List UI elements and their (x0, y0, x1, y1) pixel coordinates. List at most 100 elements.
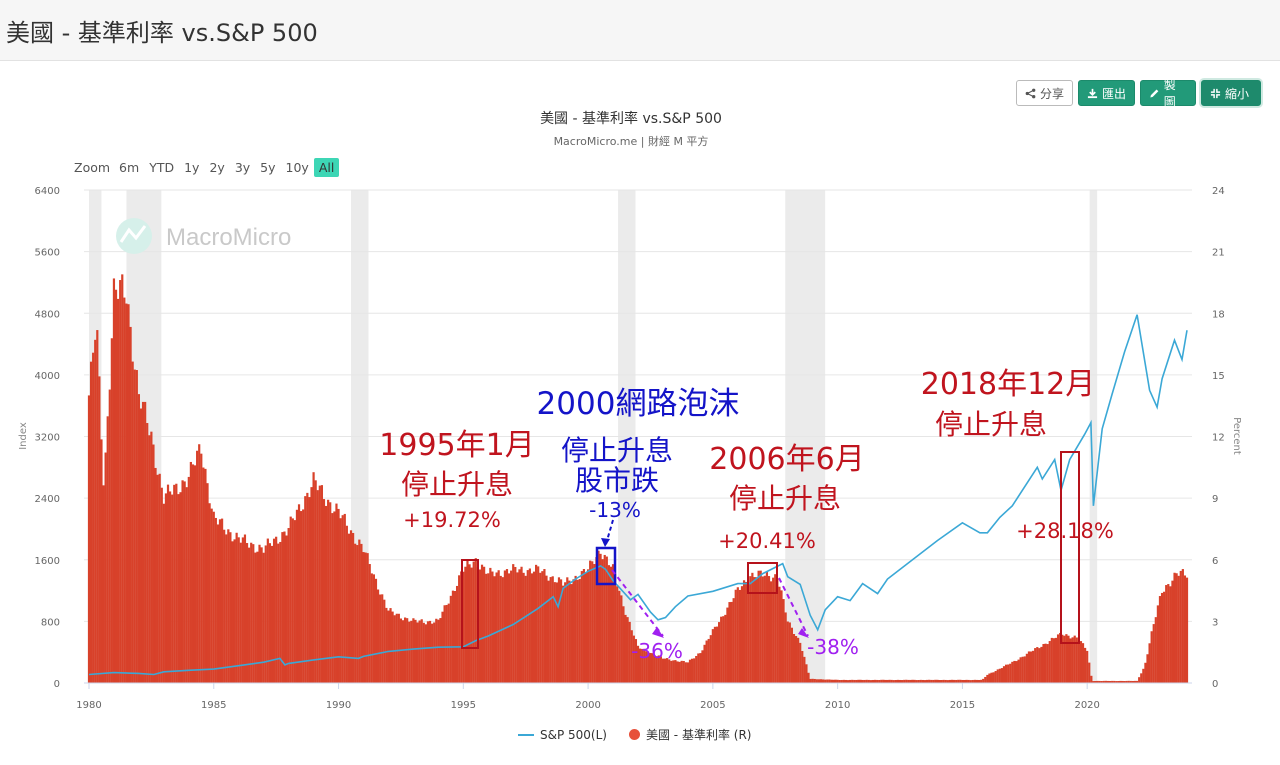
rate-bar (705, 640, 708, 683)
rate-bar (146, 423, 149, 683)
rate-bar (1036, 647, 1039, 683)
rate-bar (624, 614, 627, 683)
rate-bar (131, 361, 134, 683)
rate-bar (1183, 575, 1187, 683)
annotation-2006-date: 2006年6月 (709, 442, 864, 477)
rate-bar (1169, 586, 1172, 683)
annotation-box-2018 (1060, 451, 1080, 644)
share-button[interactable]: 分享 (1016, 80, 1073, 106)
rate-bar (597, 550, 600, 683)
shrink-button[interactable]: 縮小 (1201, 80, 1261, 106)
rate-bar (1032, 650, 1035, 683)
right-axis-title: Percent (1231, 417, 1242, 455)
rate-bar (863, 679, 866, 683)
rate-bar (745, 581, 748, 683)
rate-bar (948, 679, 952, 683)
rate-bar (316, 490, 319, 683)
rate-bar (626, 617, 629, 683)
rate-bar (449, 595, 452, 683)
zoom-ytd-button[interactable]: YTD (149, 160, 175, 175)
rate-bar (231, 541, 234, 683)
rate-bar (618, 590, 621, 683)
zoom-5y-button[interactable]: 5y (260, 160, 276, 175)
rate-bar (905, 679, 908, 683)
rate-bar (293, 520, 296, 683)
rate-bar (715, 626, 719, 683)
left-axis-title: Index (18, 422, 29, 450)
share-icon (1025, 88, 1036, 98)
rate-bar (591, 561, 594, 683)
rate-bar (510, 570, 513, 683)
export-button[interactable]: 匯出 (1078, 80, 1135, 106)
rate-bar (277, 543, 280, 683)
rate-bar (815, 679, 818, 683)
rate-bar (1117, 681, 1120, 683)
zoom-10y-button[interactable]: 10y (285, 160, 309, 175)
zoom-1y-button[interactable]: 1y (184, 160, 200, 175)
rate-bar (437, 619, 440, 683)
rate-bar (387, 610, 390, 683)
legend-sp500[interactable]: S&P 500(L) (518, 728, 607, 742)
rate-bar (963, 679, 966, 683)
rate-bar (218, 519, 222, 683)
annotation-2000-drop-text: 股市跌 (575, 464, 659, 497)
annotation-2018-stop: 停止升息 (935, 408, 1047, 441)
zoom-all-button[interactable]: All (313, 158, 340, 177)
rate-bar (372, 574, 375, 683)
rate-bar (730, 601, 733, 683)
rate-bar (628, 621, 631, 683)
zoom-6m-button[interactable]: 6m (119, 160, 140, 175)
rate-bar (537, 566, 540, 683)
legend-rate[interactable]: 美國 - 基準利率 (R) (628, 726, 751, 743)
rate-bar (220, 518, 224, 683)
rate-bar (112, 278, 116, 683)
rate-bar (688, 659, 692, 683)
zoom-2y-button[interactable]: 2y (209, 160, 225, 175)
rate-bar (1094, 681, 1097, 683)
rate-bar (846, 680, 850, 683)
rate-bar (849, 679, 852, 683)
rate-bar (418, 620, 421, 683)
rate-bar (801, 650, 804, 683)
rate-bar (838, 679, 841, 683)
x-axis-tick-label: 2015 (950, 700, 975, 711)
rate-bar (466, 560, 469, 683)
rate-bar (907, 679, 910, 683)
rate-bar (272, 538, 276, 683)
rate-bar (485, 573, 488, 683)
rate-bar (609, 566, 613, 683)
rate-bar (568, 580, 571, 683)
watermark: MacroMicro (116, 218, 291, 254)
rate-bar (722, 616, 725, 683)
annotation-2000-title: 2000網路泡沫 (537, 386, 740, 422)
rate-bar (909, 679, 912, 683)
rate-bar (821, 679, 825, 683)
rate-bar (343, 513, 346, 683)
rate-bar (911, 679, 914, 683)
rate-bar (580, 571, 583, 683)
rate-bar (930, 679, 933, 683)
rate-bar (1104, 680, 1108, 683)
left-axis-tick-label: 5600 (35, 248, 60, 259)
zoom-3y-button[interactable]: 3y (234, 160, 251, 175)
rate-bar (401, 620, 405, 683)
share-label: 分享 (1040, 86, 1065, 101)
x-axis-tick-label: 2010 (825, 700, 850, 711)
rate-bar (1144, 662, 1147, 683)
rate-bar (1034, 648, 1037, 683)
rate-bar (102, 485, 105, 683)
rate-bar (634, 639, 638, 683)
rate-bar (181, 480, 184, 683)
rate-bar (329, 502, 332, 683)
rate-bar (1140, 673, 1143, 683)
rate-bar (318, 485, 321, 683)
draw-button[interactable]: 製圖 (1140, 78, 1196, 109)
rate-bar (356, 545, 359, 683)
rate-bar (308, 497, 311, 683)
rate-bar (578, 579, 581, 683)
rate-bar (262, 552, 265, 683)
compress-icon (1210, 88, 1221, 98)
rate-bar (468, 564, 471, 683)
rate-bar (759, 570, 762, 683)
rate-bar (1152, 624, 1155, 683)
